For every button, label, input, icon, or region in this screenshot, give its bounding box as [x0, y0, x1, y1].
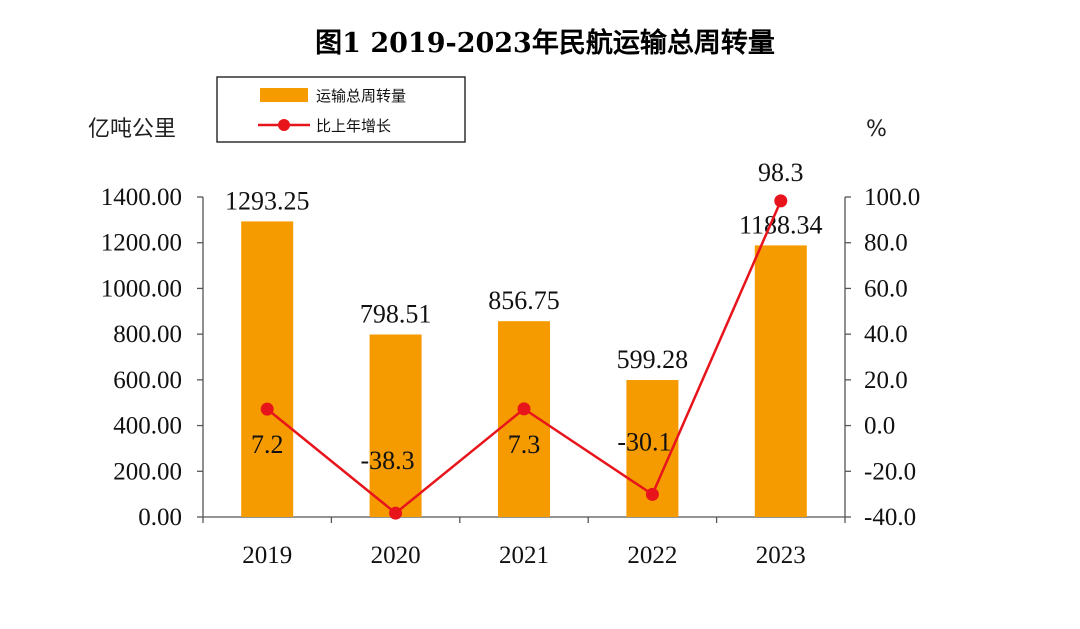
- right-tick-label: 80.0: [864, 230, 908, 257]
- right-tick-label: 60.0: [864, 275, 908, 302]
- left-tick-label: 1000.00: [101, 275, 182, 302]
- right-tick-label: -20.0: [864, 458, 916, 485]
- line-layer: [260, 194, 788, 520]
- line-point: [645, 487, 659, 501]
- left-tick-label: 800.00: [113, 321, 182, 348]
- right-axis-unit: %: [866, 117, 887, 142]
- left-tick-label: 1400.00: [101, 184, 182, 211]
- line-value-label: 98.3: [758, 158, 804, 187]
- category-label: 2023: [756, 542, 806, 569]
- left-tick-label: 0.00: [138, 504, 182, 531]
- left-tick-labels: 0.00 200.00 400.00 600.00 800.00 1000.00 1200.…: [101, 184, 182, 531]
- left-tick-label: 200.00: [113, 458, 182, 485]
- category-label: 2019: [242, 542, 292, 569]
- category-label: 2021: [499, 542, 549, 569]
- chart-title: 图1 2019-2023年民航运输总周转量: [315, 27, 775, 59]
- line-point: [260, 402, 274, 416]
- bar: [498, 321, 550, 517]
- line-value-label: 7.3: [508, 430, 541, 459]
- category-label: 2020: [371, 542, 421, 569]
- legend: 运输总周转量 比上年增长: [216, 76, 466, 143]
- bar: [754, 245, 807, 517]
- right-tick-label: 40.0: [864, 321, 908, 348]
- line-point: [389, 506, 403, 520]
- right-tick-labels: -40.0 -20.0 0.0 20.0 40.0 60.0 80.0 100.0: [864, 184, 920, 531]
- legend-bar-label: 运输总周转量: [316, 87, 406, 105]
- bar-value-label: 856.75: [488, 286, 560, 315]
- left-axis-unit: 亿吨公里: [88, 117, 176, 142]
- bar-value-label: 1293.25: [225, 186, 310, 215]
- bar-value-label: 1188.34: [739, 210, 823, 239]
- legend-frame: [216, 76, 466, 143]
- right-tick-label: 20.0: [864, 367, 908, 394]
- left-tick-label: 600.00: [113, 367, 182, 394]
- legend-line-marker: [278, 119, 290, 131]
- bar-value-label: 599.28: [617, 345, 689, 374]
- bar-value-label: 798.51: [360, 299, 432, 328]
- category-labels: 2019 2020 2021 2022 2023: [242, 542, 806, 569]
- category-label: 2022: [627, 542, 677, 569]
- line-value-label: -30.1: [617, 427, 671, 456]
- bar: [241, 221, 294, 517]
- legend-line-label: 比上年增长: [316, 117, 391, 135]
- bar: [369, 334, 422, 517]
- line-point: [774, 194, 788, 208]
- right-tick-label: 100.0: [864, 184, 920, 211]
- legend-bar-swatch: [260, 88, 308, 102]
- right-tick-label: 0.0: [864, 413, 895, 440]
- left-tick-label: 1200.00: [101, 230, 182, 257]
- bar-labels-layer: 1293.25 798.51 856.75 599.28 1188.34: [225, 186, 823, 374]
- left-tick-label: 400.00: [113, 413, 182, 440]
- right-tick-label: -40.0: [864, 504, 916, 531]
- line-point: [517, 402, 531, 416]
- line-labels-layer: 7.2 -38.3 7.3 -30.1 98.3: [251, 158, 804, 475]
- line-value-label: 7.2: [251, 430, 284, 459]
- line-value-label: -38.3: [361, 446, 415, 475]
- bars-layer: [241, 221, 807, 517]
